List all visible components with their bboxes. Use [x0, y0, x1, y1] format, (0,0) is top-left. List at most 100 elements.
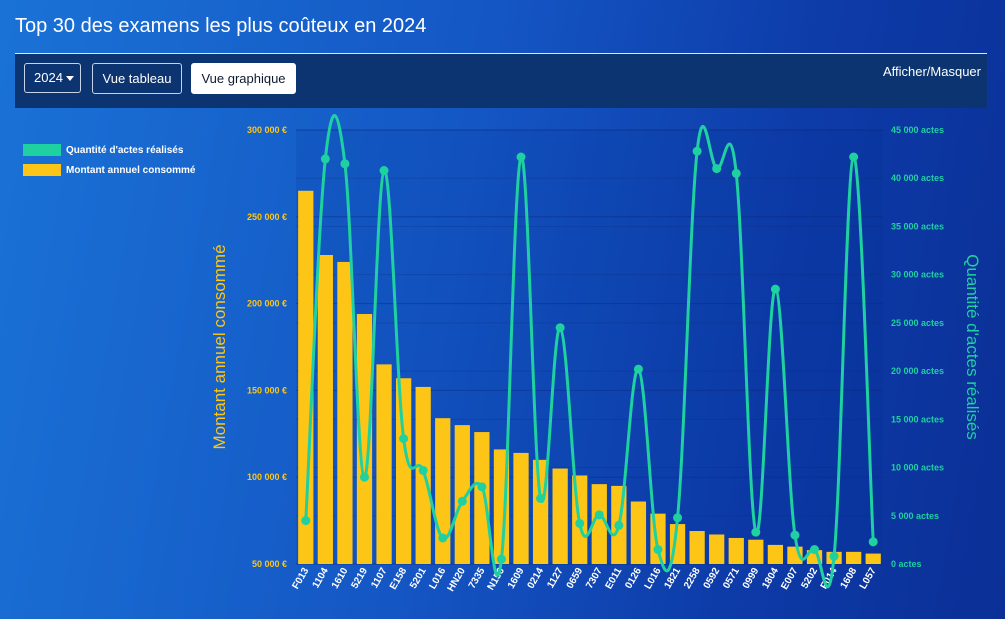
legend-swatch-line — [23, 144, 61, 156]
bar — [317, 254, 333, 564]
line-point — [751, 527, 761, 537]
bar — [454, 425, 470, 564]
line-point — [633, 364, 643, 374]
x-tick-label: F013 — [290, 566, 311, 592]
line-point — [438, 533, 448, 543]
legend-item-quantity[interactable]: Quantité d'actes réalisés — [23, 140, 195, 160]
line-point — [320, 154, 330, 164]
right-axis-title: Quantité d'actes réalisés — [963, 254, 982, 440]
left-tick-label: 150 000 € — [247, 385, 287, 395]
x-tick-label: 1104 — [311, 566, 332, 591]
legend-swatch-bar — [23, 164, 61, 176]
x-tick-label: 5201 — [408, 566, 429, 591]
bar — [591, 484, 607, 564]
x-tick-label: HN20 — [446, 566, 469, 594]
x-tick-label: 0659 — [565, 566, 586, 591]
x-tick-label: L016 — [643, 566, 664, 592]
bar — [846, 551, 862, 564]
bar — [552, 468, 568, 564]
line-point — [359, 472, 369, 482]
bar — [865, 553, 881, 564]
line-point — [692, 146, 702, 156]
line-point — [614, 520, 624, 530]
bar — [748, 539, 764, 564]
x-tick-label: 1609 — [506, 566, 527, 591]
table-view-button[interactable]: Vue tableau — [92, 63, 182, 94]
right-tick-label: 0 actes — [891, 559, 922, 569]
line-point — [399, 434, 409, 444]
x-tick-label: 2258 — [682, 566, 703, 591]
bar — [513, 452, 529, 564]
line-point — [849, 152, 859, 162]
bar — [415, 386, 431, 564]
line-point — [731, 168, 741, 178]
x-tick-label: E007 — [779, 566, 800, 592]
left-tick-label: 300 000 € — [247, 125, 287, 135]
right-tick-label: 5 000 actes — [891, 511, 939, 521]
x-tick-label: E011 — [604, 566, 625, 592]
caret-down-icon — [66, 76, 74, 81]
left-tick-label: 200 000 € — [247, 299, 287, 309]
x-tick-label: 5219 — [349, 566, 370, 591]
line-point — [673, 513, 683, 523]
right-tick-label: 40 000 actes — [891, 173, 944, 183]
plot-area — [296, 130, 883, 564]
line-point — [516, 152, 526, 162]
left-tick-label: 250 000 € — [247, 212, 287, 222]
line-point — [790, 530, 800, 540]
bar — [630, 501, 647, 564]
line-point — [340, 159, 350, 169]
line-point — [712, 164, 722, 174]
bar — [395, 378, 412, 564]
year-select[interactable]: 2024 — [24, 63, 81, 93]
line-point — [457, 496, 467, 506]
line-point — [868, 537, 878, 547]
line-point — [536, 493, 546, 503]
line-point — [575, 518, 585, 528]
chart-view-button[interactable]: Vue graphique — [191, 63, 296, 94]
show-hide-toggle[interactable]: Afficher/Masquer — [882, 64, 981, 79]
legend-label-quantity: Quantité d'actes réalisés — [66, 144, 184, 156]
page-title: Top 30 des examens les plus coûteux en 2… — [15, 15, 427, 37]
line-point — [810, 545, 820, 555]
x-tick-label: L057 — [858, 566, 879, 592]
line-point — [477, 482, 487, 492]
x-tick-label: 1127 — [545, 566, 566, 591]
left-tick-label: 100 000 € — [247, 472, 287, 482]
line-point — [379, 166, 389, 176]
x-tick-label: 5202 — [799, 566, 820, 591]
bar — [337, 261, 353, 564]
right-tick-label: 25 000 actes — [891, 318, 944, 328]
year-select-value: 2024 — [34, 70, 63, 85]
x-tick-label: 1608 — [839, 566, 860, 591]
bar — [474, 432, 490, 564]
line-point — [770, 284, 780, 294]
right-tick-label: 15 000 actes — [891, 414, 944, 424]
left-axis-title: Montant annuel consommé — [210, 244, 229, 449]
chart-legend: Quantité d'actes réalisés Montant annuel… — [23, 140, 195, 180]
right-tick-label: 10 000 actes — [891, 463, 944, 473]
bar — [356, 314, 373, 564]
line-point — [653, 545, 663, 555]
bar — [728, 537, 744, 564]
line-point — [418, 465, 428, 475]
x-tick-label: 7307 — [584, 566, 605, 591]
line-point — [555, 323, 565, 333]
legend-label-amount: Montant annuel consommé — [66, 164, 196, 176]
bar — [689, 531, 705, 564]
title-divider — [15, 53, 987, 54]
bar — [709, 534, 725, 564]
x-tick-label: 0126 — [623, 566, 644, 591]
x-tick-label: 0571 — [721, 566, 742, 591]
right-tick-label: 20 000 actes — [891, 366, 944, 376]
legend-item-amount[interactable]: Montant annuel consommé — [23, 160, 195, 180]
bar — [767, 544, 784, 564]
x-tick-label: 0214 — [526, 566, 547, 591]
line-point — [829, 551, 839, 561]
x-tick-label: 1804 — [760, 566, 781, 591]
x-tick-label: 0592 — [702, 566, 723, 591]
x-tick-label: E158 — [388, 566, 409, 592]
x-tick-label: 1610 — [330, 566, 351, 591]
right-tick-label: 30 000 actes — [891, 270, 944, 280]
